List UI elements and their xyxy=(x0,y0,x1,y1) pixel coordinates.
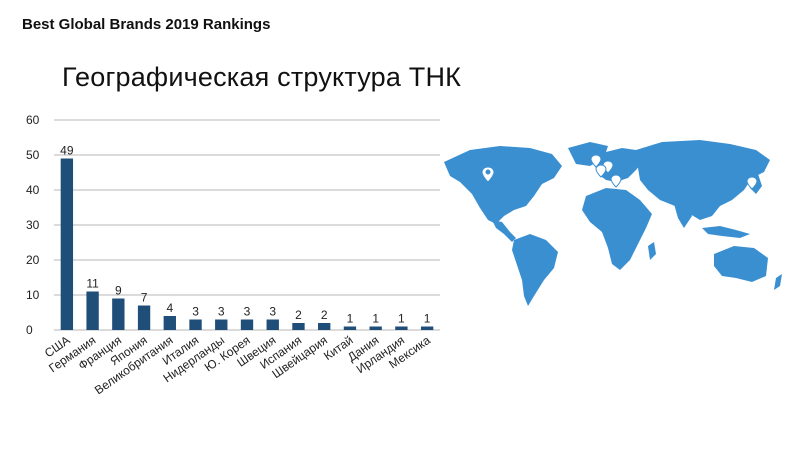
pins xyxy=(481,154,758,190)
data-label: 1 xyxy=(424,312,431,326)
location-pin-icon xyxy=(610,174,622,188)
data-label: 3 xyxy=(244,305,251,319)
bar xyxy=(420,326,434,330)
y-tick-label: 50 xyxy=(26,148,40,162)
africa-shape xyxy=(582,188,652,270)
world-map xyxy=(444,140,782,306)
location-pin-icon xyxy=(590,154,602,168)
y-tick-label: 0 xyxy=(26,323,33,337)
data-label: 1 xyxy=(372,312,379,326)
data-label: 1 xyxy=(347,312,354,326)
bar xyxy=(343,326,357,330)
location-pin-icon xyxy=(746,176,758,190)
data-label: 3 xyxy=(269,305,276,319)
madagascar-shape xyxy=(648,242,656,260)
y-tick-label: 10 xyxy=(26,288,40,302)
bar xyxy=(60,158,74,330)
bar xyxy=(137,305,151,330)
bar xyxy=(266,319,279,330)
bar xyxy=(86,291,99,330)
y-tick-label: 30 xyxy=(26,218,40,232)
data-label: 1 xyxy=(398,312,405,326)
bar xyxy=(240,319,254,330)
data-label: 7 xyxy=(141,291,148,305)
data-label: 9 xyxy=(115,284,122,298)
north-america-shape xyxy=(444,146,562,224)
bar xyxy=(163,316,176,330)
europe-shape xyxy=(594,148,644,182)
bar xyxy=(215,319,228,330)
data-label: 3 xyxy=(192,305,199,319)
header-title: Best Global Brands 2019 Rankings xyxy=(22,16,271,33)
data-label: 49 xyxy=(60,144,74,158)
bar xyxy=(292,323,305,330)
data-label: 2 xyxy=(295,308,302,322)
y-tick-label: 40 xyxy=(26,183,40,197)
y-tick-label: 20 xyxy=(26,253,40,267)
data-label: 11 xyxy=(86,277,99,291)
bar xyxy=(369,326,382,330)
india-shape xyxy=(674,204,692,228)
continents xyxy=(444,140,782,306)
data-label: 4 xyxy=(166,301,173,315)
data-label: 3 xyxy=(218,305,225,319)
bar xyxy=(318,323,331,330)
slide-title: Географическая структура ТНК xyxy=(62,62,462,92)
south-america-shape xyxy=(512,234,558,306)
central-america-shape xyxy=(492,220,516,242)
y-tick-label: 60 xyxy=(26,113,40,127)
data-label: 2 xyxy=(321,308,328,322)
location-pin-icon xyxy=(595,164,607,178)
bar xyxy=(189,319,202,330)
indonesia-shape xyxy=(702,226,750,238)
new-zealand-shape xyxy=(774,274,782,290)
bar-chart: 010203040506049США11Германия9Франция7Япо… xyxy=(26,113,440,397)
bar xyxy=(112,298,125,330)
asia-shape xyxy=(636,140,770,220)
australia-shape xyxy=(714,246,768,282)
bar xyxy=(395,326,408,330)
location-pin-icon xyxy=(481,166,495,183)
